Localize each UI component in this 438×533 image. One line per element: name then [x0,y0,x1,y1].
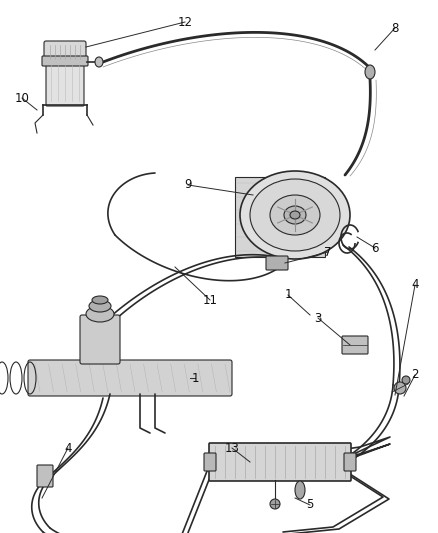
Text: 12: 12 [177,15,192,28]
FancyBboxPatch shape [44,41,86,63]
FancyBboxPatch shape [343,453,355,471]
FancyBboxPatch shape [208,443,350,481]
Ellipse shape [401,376,409,384]
FancyBboxPatch shape [42,56,88,66]
FancyBboxPatch shape [46,62,84,106]
Text: 1: 1 [191,372,198,384]
Ellipse shape [290,211,299,219]
Ellipse shape [393,382,405,394]
Ellipse shape [269,195,319,235]
FancyBboxPatch shape [28,360,231,396]
Ellipse shape [92,296,108,304]
Ellipse shape [240,171,349,259]
Text: 13: 13 [224,441,239,455]
Text: 1: 1 [283,288,291,302]
Text: 9: 9 [184,179,191,191]
Ellipse shape [95,57,103,67]
Text: 4: 4 [64,441,71,455]
FancyBboxPatch shape [341,336,367,354]
Text: 11: 11 [202,294,217,306]
FancyBboxPatch shape [265,256,287,270]
Text: 10: 10 [14,92,29,104]
Text: 6: 6 [371,241,378,254]
FancyBboxPatch shape [80,315,120,364]
Text: 8: 8 [390,21,398,35]
Text: 3: 3 [314,311,321,325]
Ellipse shape [283,206,305,224]
Ellipse shape [364,65,374,79]
Ellipse shape [249,179,339,251]
Polygon shape [234,177,324,257]
Ellipse shape [269,499,279,509]
Ellipse shape [86,306,114,322]
Text: 2: 2 [410,368,418,382]
FancyBboxPatch shape [204,453,215,471]
Text: 5: 5 [306,498,313,512]
Text: 4: 4 [410,279,418,292]
Text: 7: 7 [324,246,331,259]
FancyBboxPatch shape [37,465,53,487]
Ellipse shape [89,300,111,312]
Ellipse shape [294,481,304,499]
